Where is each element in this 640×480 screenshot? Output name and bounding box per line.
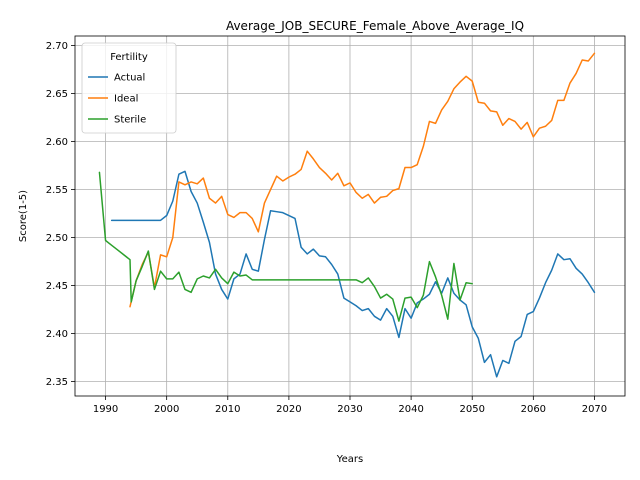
series-line-ideal bbox=[129, 52, 596, 308]
series-line-actual bbox=[110, 170, 596, 378]
x-axis-label: Years bbox=[336, 454, 363, 465]
gridlines bbox=[75, 36, 625, 396]
legend-label-ideal: Ideal bbox=[114, 94, 138, 105]
y-tick-label: 2.65 bbox=[46, 89, 68, 100]
y-tick-label: 2.60 bbox=[46, 137, 68, 148]
legend-label-sterile: Sterile bbox=[114, 115, 146, 126]
x-tick-label: 2050 bbox=[459, 404, 484, 415]
y-tick-label: 2.35 bbox=[46, 377, 68, 388]
y-tick-label: 2.45 bbox=[46, 281, 68, 292]
x-tick-label: 2020 bbox=[276, 404, 301, 415]
x-tick-label: 1990 bbox=[93, 404, 118, 415]
x-tick-label: 2010 bbox=[215, 404, 240, 415]
y-tick-label: 2.50 bbox=[46, 233, 68, 244]
series-layer bbox=[98, 52, 596, 378]
legend-entries: Actual Ideal Sterile bbox=[88, 73, 146, 126]
x-tick-label: 2030 bbox=[337, 404, 362, 415]
legend-title: Fertility bbox=[110, 52, 148, 63]
legend: Fertility Actual Ideal Sterile bbox=[81, 42, 177, 134]
x-axis-ticks: 1990 2000 2010 2020 2030 2040 2050 2060 2070 bbox=[93, 396, 607, 415]
y-tick-label: 2.70 bbox=[46, 41, 68, 52]
series-line-sterile bbox=[98, 171, 473, 322]
legend-label-actual: Actual bbox=[114, 73, 145, 84]
legend-box bbox=[81, 42, 177, 134]
chart-title: Average_JOB_SECURE_Female_Above_Average_… bbox=[226, 19, 524, 33]
x-tick-label: 2060 bbox=[521, 404, 546, 415]
x-tick-label: 2070 bbox=[582, 404, 607, 415]
x-tick-label: 2000 bbox=[154, 404, 179, 415]
x-tick-label: 2040 bbox=[398, 404, 423, 415]
y-axis-ticks: 2.35 2.40 2.45 2.50 2.55 2.60 2.65 2.70 bbox=[46, 41, 75, 388]
y-tick-label: 2.55 bbox=[46, 185, 68, 196]
y-tick-label: 2.40 bbox=[46, 329, 68, 340]
y-axis-label: Score(1-5) bbox=[18, 190, 29, 242]
